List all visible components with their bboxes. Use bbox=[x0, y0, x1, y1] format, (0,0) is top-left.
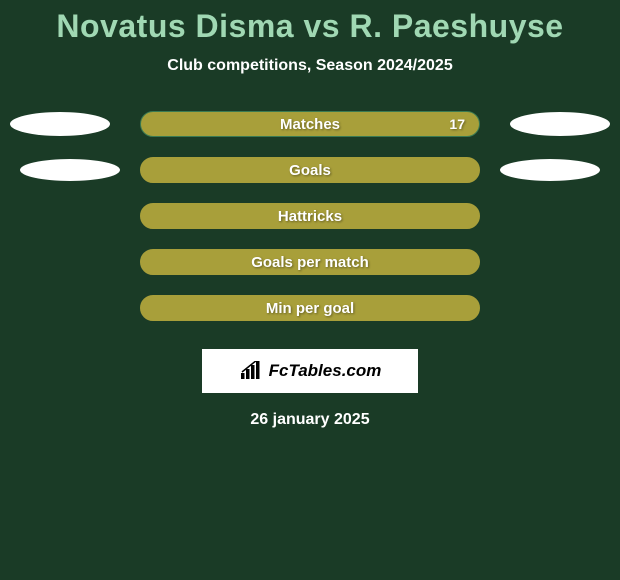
ellipse-left bbox=[10, 112, 110, 136]
chart-icon bbox=[239, 361, 263, 381]
stat-bar: Goals bbox=[140, 157, 480, 183]
stat-row: Goals per match bbox=[0, 249, 620, 275]
stat-value-right: 17 bbox=[449, 116, 465, 132]
ellipse-right bbox=[510, 112, 610, 136]
stat-bar: Min per goal bbox=[140, 295, 480, 321]
stat-row: Goals bbox=[0, 157, 620, 183]
date: 26 january 2025 bbox=[0, 411, 620, 429]
stat-bar: Hattricks bbox=[140, 203, 480, 229]
logo-text: FcTables.com bbox=[269, 361, 382, 381]
ellipse-right bbox=[500, 159, 600, 181]
player1-name: Novatus Disma bbox=[56, 8, 294, 44]
stat-label: Goals bbox=[289, 162, 331, 179]
player2-name: R. Paeshuyse bbox=[349, 8, 563, 44]
subtitle: Club competitions, Season 2024/2025 bbox=[0, 57, 620, 75]
stat-label: Goals per match bbox=[251, 254, 369, 271]
stat-row: Matches 17 bbox=[0, 111, 620, 137]
stats-comparison: Novatus Disma vs R. Paeshuyse Club compe… bbox=[0, 0, 620, 429]
vs-text: vs bbox=[303, 8, 340, 44]
stat-bar: Matches 17 bbox=[140, 111, 480, 137]
stat-label: Hattricks bbox=[278, 208, 342, 225]
stats-rows: Matches 17 Goals Hattricks Goals per match Mi… bbox=[0, 111, 620, 321]
ellipse-left bbox=[20, 159, 120, 181]
stat-row: Min per goal bbox=[0, 295, 620, 321]
stat-label: Matches bbox=[280, 116, 340, 133]
page-title: Novatus Disma vs R. Paeshuyse bbox=[0, 8, 620, 45]
stat-row: Hattricks bbox=[0, 203, 620, 229]
logo-box: FcTables.com bbox=[202, 349, 418, 393]
stat-label: Min per goal bbox=[266, 300, 354, 317]
stat-bar: Goals per match bbox=[140, 249, 480, 275]
